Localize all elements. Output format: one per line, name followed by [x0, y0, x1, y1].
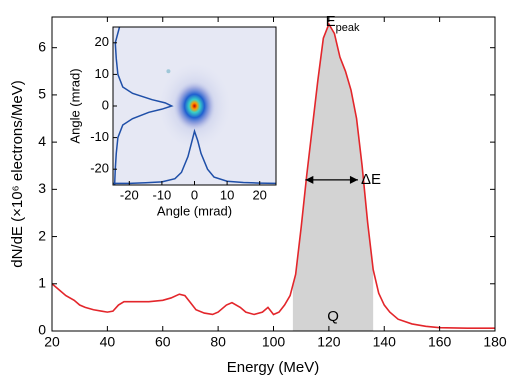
x-tick-label: 140	[373, 334, 397, 350]
inset-x-tick-label: 10	[220, 187, 234, 202]
inset-x-label: Angle (mrad)	[157, 203, 232, 218]
peak-label-main: E	[326, 13, 336, 30]
inset-y-tick-label: -10	[90, 129, 109, 144]
inset-x-tick-label: 20	[252, 187, 266, 202]
x-tick-label: 120	[317, 334, 341, 350]
y-tick-label: 1	[38, 274, 46, 290]
x-tick-label: 100	[262, 334, 286, 350]
inset-y-label: Angle (mrad)	[67, 68, 82, 143]
y-tick-label: 4	[38, 133, 46, 149]
y-tick-label: 3	[38, 180, 46, 196]
inset-y-tick-label: 0	[102, 97, 109, 112]
y-axis-label: dN/dE (×10⁶ electrons/MeV)	[9, 80, 26, 268]
x-tick-label: 60	[155, 334, 171, 350]
x-tick-label: 180	[483, 334, 507, 350]
y-tick-label: 6	[38, 38, 46, 54]
peak-label-sub: peak	[336, 22, 360, 34]
x-tick-label: 160	[428, 334, 452, 350]
x-tick-label: 80	[210, 334, 226, 350]
beam-spot	[173, 80, 217, 132]
y-tick-label: 2	[38, 227, 46, 243]
width-label: ΔE	[361, 171, 381, 188]
x-axis-label: Energy (MeV)	[227, 359, 320, 376]
chart: Energy (MeV) dN/dE (×10⁶ electrons/MeV) …	[0, 0, 528, 381]
inset-x-tick-label: 0	[191, 187, 198, 202]
y-tick-label: 0	[38, 322, 46, 338]
inset-y-tick-label: 10	[95, 66, 109, 81]
x-tick-label: 20	[44, 334, 60, 350]
inset-x-tick-label: -20	[120, 187, 139, 202]
speck	[166, 69, 170, 73]
y-tick-label: 5	[38, 86, 46, 102]
inset-y-tick-label: 20	[95, 34, 109, 49]
charge-label: Q	[327, 308, 339, 325]
inset-y-tick-label: -20	[90, 161, 109, 176]
x-tick-label: 40	[100, 334, 116, 350]
inset-x-tick-label: -10	[153, 187, 172, 202]
